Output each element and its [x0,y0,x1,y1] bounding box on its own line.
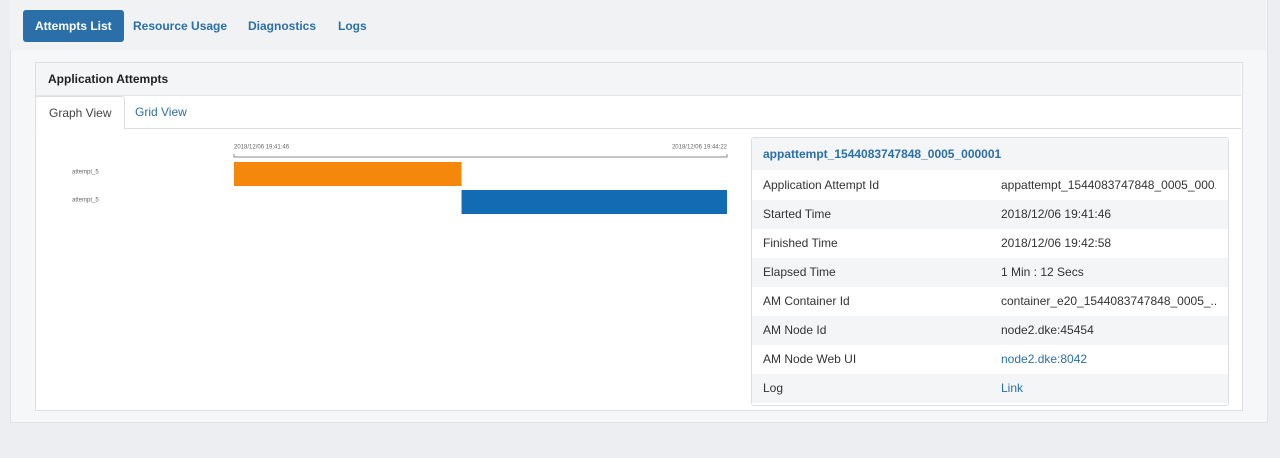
detail-row: AM Container Id container_e20_15440837478… [752,287,1228,316]
detail-value: 2018/12/06 19:42:58 [1001,236,1112,250]
detail-key: Application Attempt Id [763,178,880,192]
divider [36,128,1241,129]
view-tab[interactable]: Grid View [135,105,187,119]
timeline-end: 2018/12/06 19:44:22 [672,145,728,151]
row-label: attempt_5 [72,170,99,176]
detail-value[interactable]: Link [1001,381,1024,395]
tab[interactable]: Logs [338,19,367,33]
attempt-bar [234,162,462,186]
detail-key: AM Container Id [763,294,850,308]
timeline-axis [233,154,728,158]
detail-row: Application Attempt Id appattempt_1544083… [752,171,1228,200]
details-title[interactable]: appattempt_1544083747848_0005_000001 [752,138,1228,170]
detail-key: Elapsed Time [763,265,836,279]
tab-bar [10,0,1266,50]
detail-value: node2.dke:45454 [1001,323,1094,337]
detail-key: AM Node Web UI [763,352,857,366]
panel-title: Application Attempts [36,63,1241,96]
detail-value[interactable]: node2.dke:8042 [1001,352,1088,366]
tab[interactable]: Attempts List [23,10,124,42]
detail-row: Finished Time 2018/12/06 19:42:58 [752,229,1228,258]
view-tab[interactable]: Graph View [35,96,126,130]
attempt-bar [461,190,727,214]
detail-key: AM Node Id [763,323,827,337]
detail-key: Started Time [763,207,832,221]
detail-value: 1 Min : 12 Secs [1001,265,1084,279]
detail-row: Elapsed Time 1 Min : 12 Secs [752,258,1228,287]
detail-row: Log Link [752,374,1228,403]
detail-value: 2018/12/06 19:41:46 [1001,207,1112,221]
detail-row: Started Time 2018/12/06 19:41:46 [752,200,1228,229]
tab[interactable]: Resource Usage [133,19,228,33]
detail-row: AM Node Id node2.dke:45454 [752,316,1228,345]
tab[interactable]: Diagnostics [248,19,317,33]
detail-row: AM Node Web UI node2.dke:8042 [752,345,1228,374]
timeline: 2018/12/06 19:41:46 2018/12/06 19:44:22 … [72,145,728,214]
detail-key: Finished Time [763,236,838,250]
row-label: attempt_5 [72,198,99,204]
detail-value: container_e20_1544083747848_0005_... [1001,294,1216,308]
detail-key: Log [763,381,784,395]
detail-value: appattempt_1544083747848_0005_000... [1001,178,1216,192]
timeline-start: 2018/12/06 19:41:46 [234,145,290,151]
